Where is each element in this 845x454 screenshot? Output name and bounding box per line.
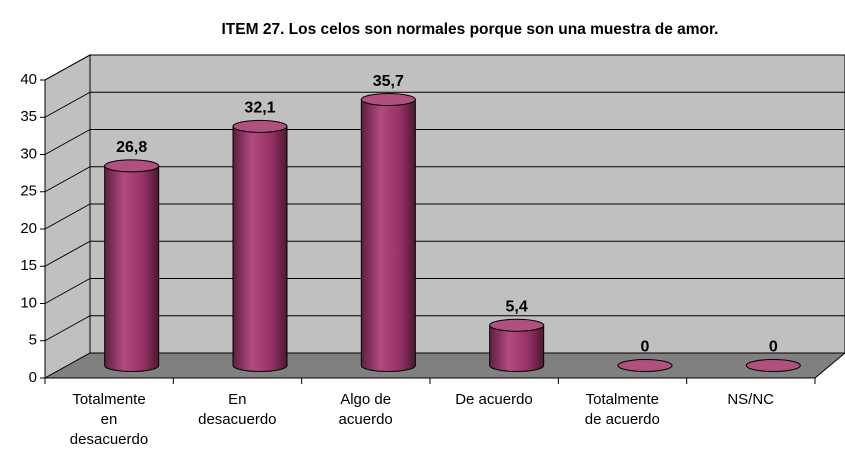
floor	[43, 352, 845, 379]
value-label: 35,7	[373, 73, 404, 90]
chart-title: ITEM 27. Los celos son normales porque s…	[222, 21, 719, 38]
bar-top	[232, 119, 288, 133]
x-tick-label: Totalmente en desacuerdo	[69, 391, 149, 448]
value-label: 26,8	[116, 139, 147, 156]
y-tick-label: 5	[29, 332, 37, 349]
y-tick-label: 25	[20, 183, 37, 200]
y-tick-label: 30	[20, 145, 37, 162]
y-tick-label: 15	[20, 257, 37, 274]
grid-line	[44, 315, 91, 342]
x-tick-label: Algo de acuerdo	[338, 391, 393, 428]
bar	[104, 159, 160, 372]
bar	[232, 119, 288, 372]
value-label: 0	[769, 339, 778, 356]
bar-body	[360, 99, 416, 372]
grid-line	[44, 278, 91, 304]
bar	[617, 359, 673, 372]
grid-line	[44, 240, 91, 267]
bar-top	[617, 359, 673, 372]
grid-line	[44, 166, 91, 193]
y-tick-label: 10	[20, 294, 37, 311]
x-tick-label: De acuerdo	[455, 391, 533, 408]
value-label: 0	[641, 339, 650, 356]
y-tick-label: 35	[20, 108, 37, 125]
y-tick-label: 20	[20, 220, 37, 237]
x-tick-label: En desacuerdo	[198, 391, 277, 428]
value-label: 32,1	[244, 100, 275, 117]
y-tick-label: 40	[20, 71, 37, 88]
bar-top	[489, 318, 545, 332]
bar	[489, 318, 545, 372]
grid-line	[44, 54, 91, 81]
grid-line	[44, 91, 91, 118]
bar-top	[745, 359, 801, 372]
x-tick-label: NS/NC	[727, 391, 774, 408]
value-label: 5,4	[506, 298, 528, 315]
bar	[360, 93, 416, 372]
bar-top	[104, 159, 160, 173]
x-tick-label: Totalmente de acuerdo	[584, 391, 660, 428]
bar-top	[360, 93, 416, 107]
bar-body	[489, 324, 545, 372]
grid-line	[44, 129, 91, 155]
y-tick-label: 0	[29, 369, 37, 386]
grid-line	[44, 203, 91, 230]
bar-body	[232, 125, 288, 372]
bar-body	[104, 165, 160, 372]
bar	[745, 359, 801, 372]
